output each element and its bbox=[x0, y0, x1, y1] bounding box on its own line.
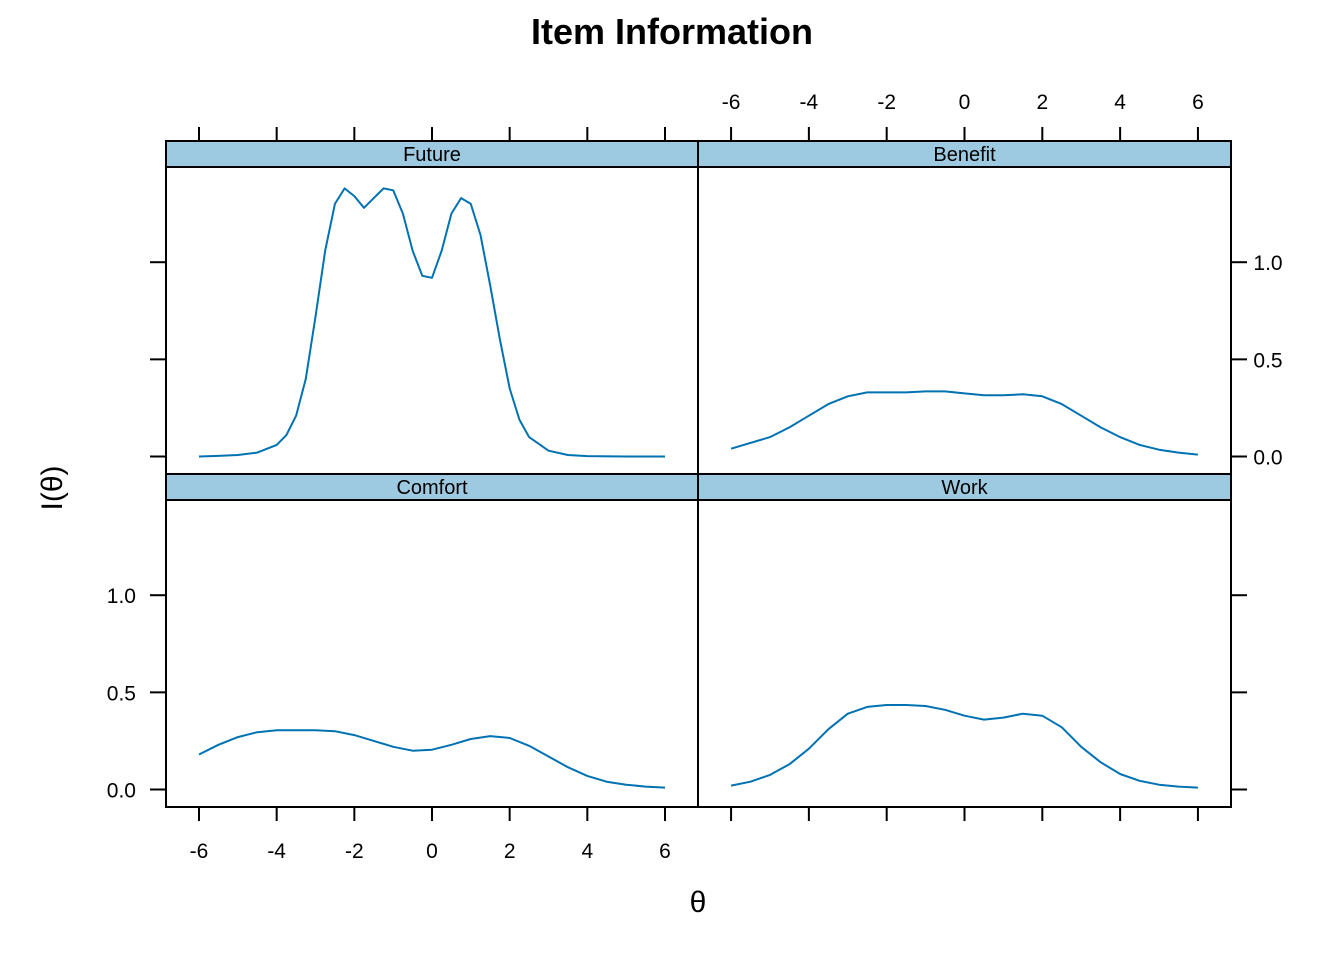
strip-label: Comfort bbox=[396, 477, 468, 499]
x-tick-label: -6 bbox=[190, 840, 209, 863]
panel-frame bbox=[165, 140, 1232, 808]
strip-label: Future bbox=[403, 144, 461, 166]
strip-label: Work bbox=[941, 477, 988, 499]
series-line-benefit bbox=[730, 390, 1199, 456]
x-tick-label: -4 bbox=[800, 91, 819, 114]
x-tick-label: 2 bbox=[1036, 91, 1048, 114]
y-tick-label: 1.0 bbox=[1253, 252, 1282, 275]
chart-title: Item Information bbox=[531, 11, 813, 52]
x-tick-label: -2 bbox=[345, 840, 364, 863]
panels-layer: Future Benefit Comfort Work bbox=[166, 141, 1231, 789]
series-line-work bbox=[730, 704, 1198, 789]
x-tick-label: 4 bbox=[1114, 91, 1126, 114]
tick-labels: -6 -4 -2 0 2 4 6 -6 -4 -2 0 2 4 6 0.0 0.5 1.0 0.0 0.5 1.0 bbox=[107, 91, 1283, 863]
strip-background bbox=[698, 474, 1231, 500]
axes-layer: -6 -4 -2 0 2 4 6 -6 -4 -2 0 2 4 6 0.0 0.5 1.0 0.0 0.5 1.0 bbox=[107, 91, 1283, 863]
y-tick-label: 0.5 bbox=[107, 682, 136, 705]
x-tick-label: 6 bbox=[659, 840, 671, 863]
panel-work: Work bbox=[698, 474, 1231, 789]
y-tick-label: 0.0 bbox=[1253, 447, 1282, 470]
y-tick-label: 0.5 bbox=[1253, 349, 1282, 372]
ticks bbox=[150, 127, 1247, 821]
x-tick-label: 6 bbox=[1192, 91, 1204, 114]
panel-benefit: Benefit bbox=[698, 141, 1231, 456]
x-tick-label: -2 bbox=[877, 91, 896, 114]
x-tick-label: 4 bbox=[581, 840, 593, 863]
strip-label: Benefit bbox=[933, 144, 996, 166]
x-tick-label: 0 bbox=[426, 840, 438, 863]
x-tick-label: 0 bbox=[959, 91, 971, 114]
y-tick-label: 1.0 bbox=[107, 585, 136, 608]
x-tick-label: -4 bbox=[267, 840, 286, 863]
x-tick-label: 2 bbox=[504, 840, 516, 863]
y-tick-label: 0.0 bbox=[107, 780, 136, 803]
x-tick-label: -6 bbox=[722, 91, 741, 114]
strip-background bbox=[166, 141, 698, 167]
strip-background bbox=[166, 474, 698, 500]
x-axis-title: θ bbox=[690, 886, 707, 919]
y-axis-title: I(θ) bbox=[36, 466, 69, 511]
strip-background bbox=[698, 141, 1231, 167]
panel-comfort: Comfort bbox=[166, 474, 698, 789]
series-line-future bbox=[198, 187, 665, 458]
panel-future: Future bbox=[166, 141, 698, 458]
series-line-comfort bbox=[198, 729, 666, 789]
